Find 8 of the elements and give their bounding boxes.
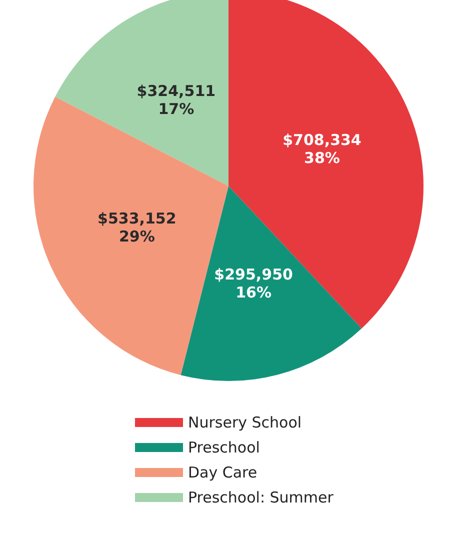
data-label: $533,152 29%: [98, 209, 176, 246]
data-label: $295,950 16%: [214, 265, 293, 302]
legend-label: Preschool: [188, 438, 260, 456]
legend-label: Nursery School: [188, 414, 302, 432]
data-label: $708,334 38%: [282, 131, 362, 168]
legend-label: Preschool: Summer: [188, 488, 334, 506]
legend-label: Day Care: [188, 464, 258, 482]
data-label: $324,511 17%: [136, 82, 216, 118]
